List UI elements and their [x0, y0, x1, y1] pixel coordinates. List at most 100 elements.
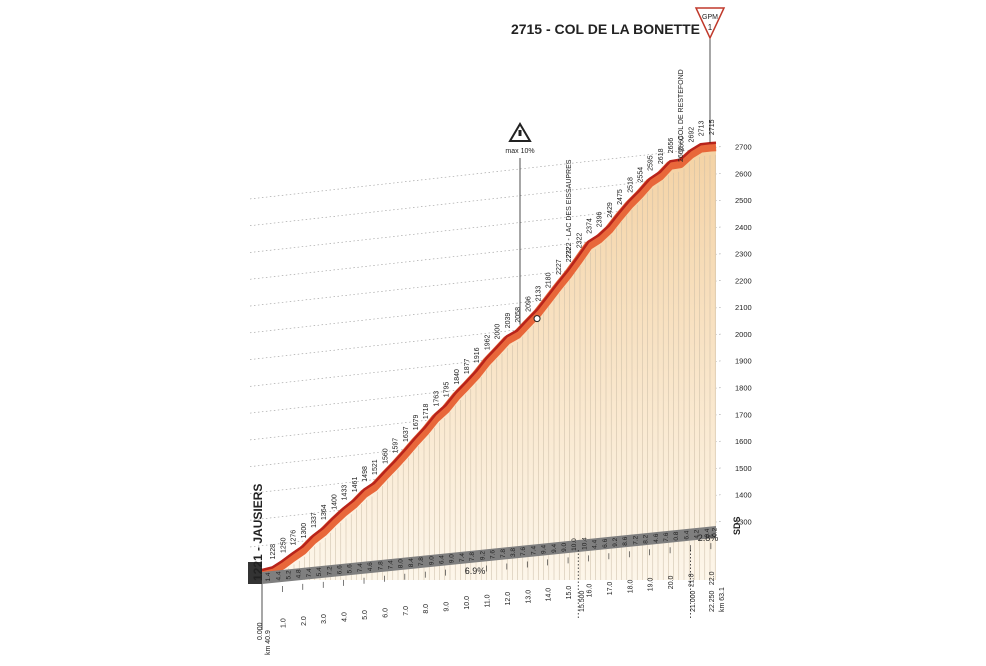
elevation-label: 1433 — [342, 485, 349, 501]
segment-gradient-label: 5.2 — [286, 570, 293, 579]
xtick-label-1: 1.0 — [280, 618, 287, 628]
start-block — [248, 562, 262, 584]
segment-gradient-label: 9.4 — [551, 544, 558, 553]
elevation-label: 2133 — [535, 286, 542, 302]
elevation-label: 2000 — [495, 324, 502, 340]
segment-gradient-label: 8.4 — [408, 558, 415, 567]
waypoint-1-label: 2322 - LAC DES EISSAUPRES — [566, 159, 573, 258]
segment-gradient-label: 4.6 — [367, 562, 374, 571]
xtick-label-18: 18.0 — [627, 580, 634, 594]
road-band — [260, 142, 717, 579]
elevation-label: 2715 — [709, 119, 716, 135]
segment-gradient-label: 7.6 — [520, 547, 527, 556]
ytick-label-2700: 2700 — [735, 143, 752, 152]
elevation-label: 1337 — [311, 512, 318, 528]
elevation-label: 2322 — [576, 233, 583, 249]
segment-gradient-label: 7.4 — [530, 546, 537, 555]
segment-gradient-label: 7.6 — [490, 550, 497, 559]
start-dist-label: 0.000 — [257, 622, 264, 640]
ytick-label-1800: 1800 — [735, 383, 752, 392]
brand-label: SDS — [732, 516, 742, 535]
ytick-label-1600: 1600 — [735, 437, 752, 446]
elevation-label: 1877 — [464, 358, 471, 374]
elevation-label: 1498 — [362, 466, 369, 482]
elevation-label: 2374 — [586, 218, 593, 234]
segment-gradient-label: 9.2 — [612, 537, 619, 546]
segment-gradient-label: 9.0 — [449, 554, 456, 563]
elevation-label: 2227 — [556, 259, 563, 275]
ytick-label-2000: 2000 — [735, 330, 752, 339]
segment-gradient-label: 6.4 — [683, 530, 690, 539]
start-label: 1221 - JAUSIERS — [251, 484, 265, 581]
road-line — [260, 38, 717, 579]
max-slope-point — [533, 315, 541, 323]
gpm-marker-icon: GPM 1 — [694, 7, 726, 40]
xtick-label-4: 4.0 — [342, 612, 349, 622]
ytick-label-1400: 1400 — [735, 491, 752, 500]
segment-gradient-label: 6.6 — [602, 538, 609, 547]
segment-gradient-label: 9.2 — [479, 551, 486, 560]
segment-gradient-label: 7.4 — [357, 563, 364, 572]
xtick-label-22: 22.0 — [709, 571, 716, 585]
ytick-label-2600: 2600 — [735, 169, 752, 178]
elevation-label: 2396 — [597, 212, 604, 228]
elevation-label: 2180 — [546, 272, 553, 288]
elevation-label: 1400 — [331, 494, 338, 510]
segment-gradient-label: 8.2 — [643, 534, 650, 543]
segment-gradient-label: 6.6 — [337, 565, 344, 574]
segment-gradient-label: 0.2 — [711, 527, 718, 536]
gridline-2200 — [249, 280, 723, 334]
elevation-label: 2660 — [678, 136, 685, 152]
xtick-label-14: 14.0 — [546, 588, 553, 602]
elevation-label: 1916 — [474, 347, 481, 363]
xtick-label-21: 21.0 — [688, 573, 695, 587]
elevation-label: 1300 — [301, 523, 308, 539]
segment-gradient-label: 8.0 — [398, 559, 405, 568]
summit-label: 2715 - COL DE LA BONETTE — [511, 21, 700, 37]
segment-gradient-label: 6.4 — [439, 555, 446, 564]
segment-gradient-label: 9.4 — [541, 545, 548, 554]
profile-base: 1.0 2.0 3.0 4.0 5.0 6.0 7.0 8.0 9.0 10.0 11.0 12.0 1… — [248, 526, 716, 630]
gridline-2500 — [249, 199, 723, 253]
elevation-label: 2475 — [617, 189, 624, 205]
segment-gradient-label: 4.2 — [694, 529, 701, 538]
elevation-label: 1718 — [423, 403, 430, 419]
segment-gradient-label: 9.0 — [561, 542, 568, 551]
segment-gradient-label: 1.4 — [265, 572, 272, 581]
segment-gradient-label: 4.8 — [296, 569, 303, 578]
segment-gradient-label: 10.4 — [581, 537, 588, 550]
gridline-2100 — [249, 306, 723, 360]
ytick-label-2100: 2100 — [735, 303, 752, 312]
segment-gradient-label: 5.4 — [316, 567, 323, 576]
segment-gradient-label: 0.8 — [673, 531, 680, 540]
elevation-label: 2656 — [668, 138, 675, 154]
avg-gradient-2: 2.8% — [698, 533, 719, 543]
xtick-label-20: 20.0 — [668, 575, 675, 589]
ytick-label-1900: 1900 — [735, 357, 752, 366]
elevation-label: 1560 — [382, 448, 389, 464]
elevation-label: 1461 — [352, 477, 359, 493]
elevation-label: 1597 — [393, 438, 400, 454]
elevation-label: 1250 — [280, 537, 287, 553]
elevation-label: 2429 — [607, 202, 614, 218]
start-km-label: km 40.9 — [265, 630, 272, 655]
elevation-label: 1637 — [403, 426, 410, 442]
elevation-label: 1679 — [413, 415, 420, 431]
elevation-label: 1364 — [321, 504, 328, 520]
finish-dist-label: 22.250 — [709, 590, 716, 612]
segment-gradient-label: 7.6 — [663, 532, 670, 541]
xtick-label-5: 5.0 — [362, 610, 369, 620]
segment-gradient-label: 4.4 — [275, 571, 282, 580]
ytick-label-1500: 1500 — [735, 464, 752, 473]
segment-gradient-label: 7.8 — [377, 561, 384, 570]
elevation-label: 1840 — [454, 369, 461, 385]
gridline-2400 — [249, 226, 723, 280]
gpm-marker-text: GPM — [702, 14, 718, 21]
finish-km-label: km 63.1 — [719, 587, 726, 612]
elevation-label: 1962 — [484, 334, 491, 350]
elevation-label: 2618 — [658, 148, 665, 164]
elevation-label: 2518 — [627, 177, 634, 193]
segment-gradient-label: 7.8 — [500, 549, 507, 558]
